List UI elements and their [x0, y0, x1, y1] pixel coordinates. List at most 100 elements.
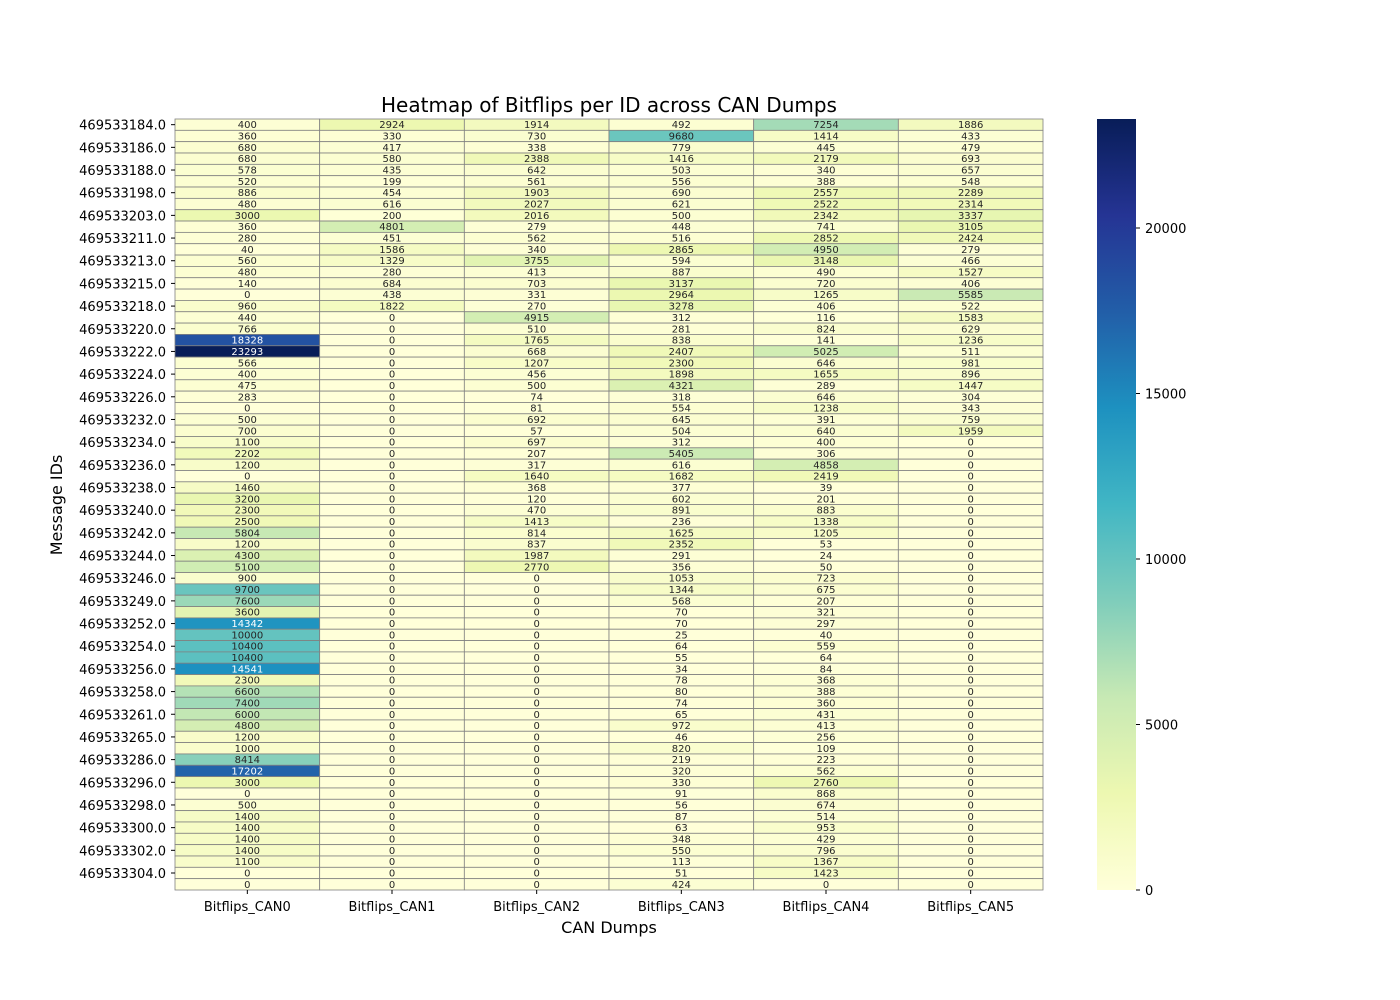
cell-value-label: 514 — [816, 812, 835, 823]
cell-value-label: 270 — [527, 302, 546, 313]
cell-value-label: 413 — [527, 268, 546, 279]
cell-value-label: 556 — [672, 177, 691, 188]
cell-value-label: 680 — [238, 143, 257, 154]
cell-value-label: 2388 — [524, 154, 549, 165]
cell-value-label: 0 — [389, 392, 395, 403]
cell-value-label: 0 — [389, 438, 395, 449]
y-tick-label: 469533246.0 — [79, 572, 166, 587]
cell-value-label: 236 — [672, 517, 691, 528]
cell-value-label: 0 — [967, 834, 973, 845]
cell-value-label: 0 — [967, 744, 973, 755]
cell-value-label: 0 — [389, 857, 395, 868]
cell-value-label: 0 — [389, 664, 395, 675]
cell-value-label: 0 — [967, 438, 973, 449]
cell-value-label: 0 — [967, 528, 973, 539]
cell-value-label: 321 — [816, 608, 835, 619]
cell-value-label: 91 — [675, 789, 688, 800]
cell-value-label: 53 — [820, 540, 833, 551]
cell-value-label: 7600 — [235, 596, 260, 607]
cell-value-label: 0 — [533, 619, 539, 630]
cell-value-label: 279 — [527, 222, 546, 233]
cell-value-label: 64 — [820, 653, 833, 664]
colorbar-tick-label: 0 — [1145, 884, 1153, 899]
cell-value-label: 690 — [672, 188, 691, 199]
cell-value-label: 3755 — [524, 256, 549, 267]
cell-value-label: 562 — [816, 766, 835, 777]
cell-value-label: 0 — [967, 846, 973, 857]
cell-value-label: 723 — [816, 574, 835, 585]
cell-value-label: 400 — [238, 370, 257, 381]
cell-value-label: 109 — [816, 744, 835, 755]
cell-value-label: 87 — [675, 812, 688, 823]
cell-value-label: 140 — [238, 279, 257, 290]
x-tick-label: Bitflips_CAN4 — [783, 900, 870, 915]
cell-value-label: 500 — [672, 211, 691, 222]
cell-value-label: 4915 — [524, 313, 549, 324]
cell-value-label: 388 — [816, 687, 835, 698]
cell-value-label: 0 — [967, 676, 973, 687]
cell-value-label: 522 — [961, 302, 980, 313]
cell-value-label: 1265 — [813, 290, 838, 301]
cell-value-label: 46 — [675, 732, 688, 743]
cell-value-label: 304 — [961, 392, 980, 403]
cell-value-label: 70 — [675, 608, 688, 619]
cell-value-label: 330 — [382, 132, 401, 143]
cell-value-label: 0 — [389, 517, 395, 528]
y-tick-label: 469533218.0 — [79, 300, 166, 315]
cell-value-label: 2865 — [669, 245, 694, 256]
y-tick-label: 469533265.0 — [79, 731, 166, 746]
cell-value-label: 1586 — [379, 245, 404, 256]
cell-value-label: 4300 — [235, 551, 260, 562]
cell-value-label: 1100 — [235, 438, 260, 449]
y-tick-label: 469533261.0 — [79, 708, 166, 723]
y-tick-label: 469533213.0 — [79, 255, 166, 270]
cell-value-label: 0 — [389, 823, 395, 834]
cell-value-label: 550 — [672, 846, 691, 857]
cell-value-label: 0 — [967, 789, 973, 800]
cell-value-label: 0 — [533, 664, 539, 675]
cell-value-label: 741 — [816, 222, 835, 233]
cell-value-label: 2522 — [813, 200, 838, 211]
cell-value-label: 330 — [672, 778, 691, 789]
cell-value-label: 0 — [533, 823, 539, 834]
cell-value-label: 50 — [820, 562, 833, 573]
cell-value-label: 0 — [533, 698, 539, 709]
cell-value-label: 0 — [533, 630, 539, 641]
y-tick-label: 469533240.0 — [79, 504, 166, 519]
cell-value-label: 312 — [672, 313, 691, 324]
cell-value-label: 280 — [238, 234, 257, 245]
cell-value-label: 796 — [816, 846, 835, 857]
cell-value-label: 1625 — [669, 528, 694, 539]
cell-value-label: 500 — [238, 415, 257, 426]
cell-value-label: 0 — [967, 619, 973, 630]
cell-value-label: 1367 — [813, 857, 838, 868]
cell-value-label: 0 — [967, 472, 973, 483]
cell-value-label: 559 — [816, 642, 835, 653]
cell-value-label: 113 — [672, 857, 691, 868]
cell-value-label: 80 — [675, 687, 688, 698]
cell-value-label: 0 — [967, 551, 973, 562]
cell-value-label: 674 — [816, 800, 835, 811]
cell-value-label: 4800 — [235, 721, 260, 732]
cell-value-label: 1344 — [669, 585, 694, 596]
x-tick-label: Bitflips_CAN2 — [493, 900, 580, 915]
cell-value-label: 629 — [961, 324, 980, 335]
cell-value-label: 516 — [672, 234, 691, 245]
cell-value-label: 675 — [816, 585, 835, 596]
cell-value-label: 470 — [527, 506, 546, 517]
cell-value-label: 280 — [382, 268, 401, 279]
cell-value-label: 0 — [967, 755, 973, 766]
cell-value-label: 438 — [382, 290, 401, 301]
cell-value-label: 1959 — [958, 426, 983, 437]
cell-value-label: 451 — [382, 234, 401, 245]
cell-value-label: 4801 — [379, 222, 404, 233]
cell-value-label: 645 — [672, 415, 691, 426]
cell-value-label: 360 — [238, 222, 257, 233]
cell-value-label: 0 — [533, 846, 539, 857]
cell-value-label: 886 — [238, 188, 257, 199]
cell-value-label: 0 — [389, 698, 395, 709]
cell-value-label: 0 — [967, 642, 973, 653]
cell-value-label: 3337 — [958, 211, 983, 222]
y-tick-label: 469533222.0 — [79, 345, 166, 360]
cell-value-label: 51 — [675, 868, 688, 879]
